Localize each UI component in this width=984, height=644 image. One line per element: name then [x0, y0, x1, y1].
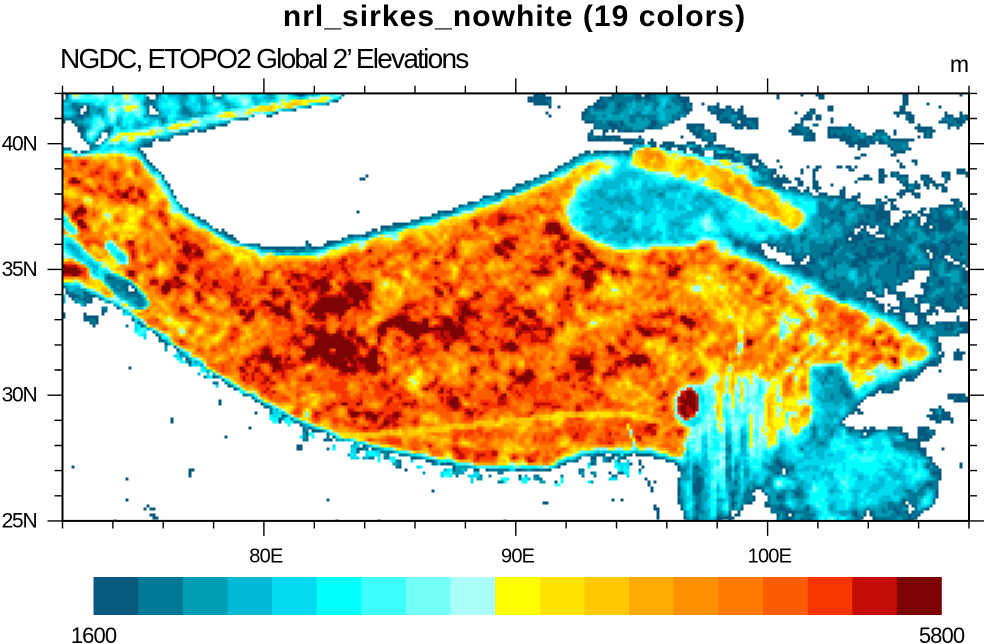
svg-text:90E: 90E	[501, 546, 535, 568]
svg-text:nrl_sirkes_nowhite (19 colors): nrl_sirkes_nowhite (19 colors)	[283, 0, 746, 33]
svg-text:m: m	[950, 51, 969, 77]
svg-text:5800: 5800	[919, 623, 965, 644]
svg-text:25N: 25N	[2, 509, 37, 532]
svg-text:40N: 40N	[2, 133, 37, 156]
svg-text:80E: 80E	[249, 546, 283, 568]
svg-text:100E: 100E	[748, 546, 792, 568]
svg-text:1600: 1600	[71, 623, 117, 644]
svg-text:35N: 35N	[2, 258, 37, 281]
svg-text:30N: 30N	[2, 384, 37, 407]
svg-text:NGDC, ETOPO2 Global 2’ Elevati: NGDC, ETOPO2 Global 2’ Elevations	[60, 43, 468, 74]
